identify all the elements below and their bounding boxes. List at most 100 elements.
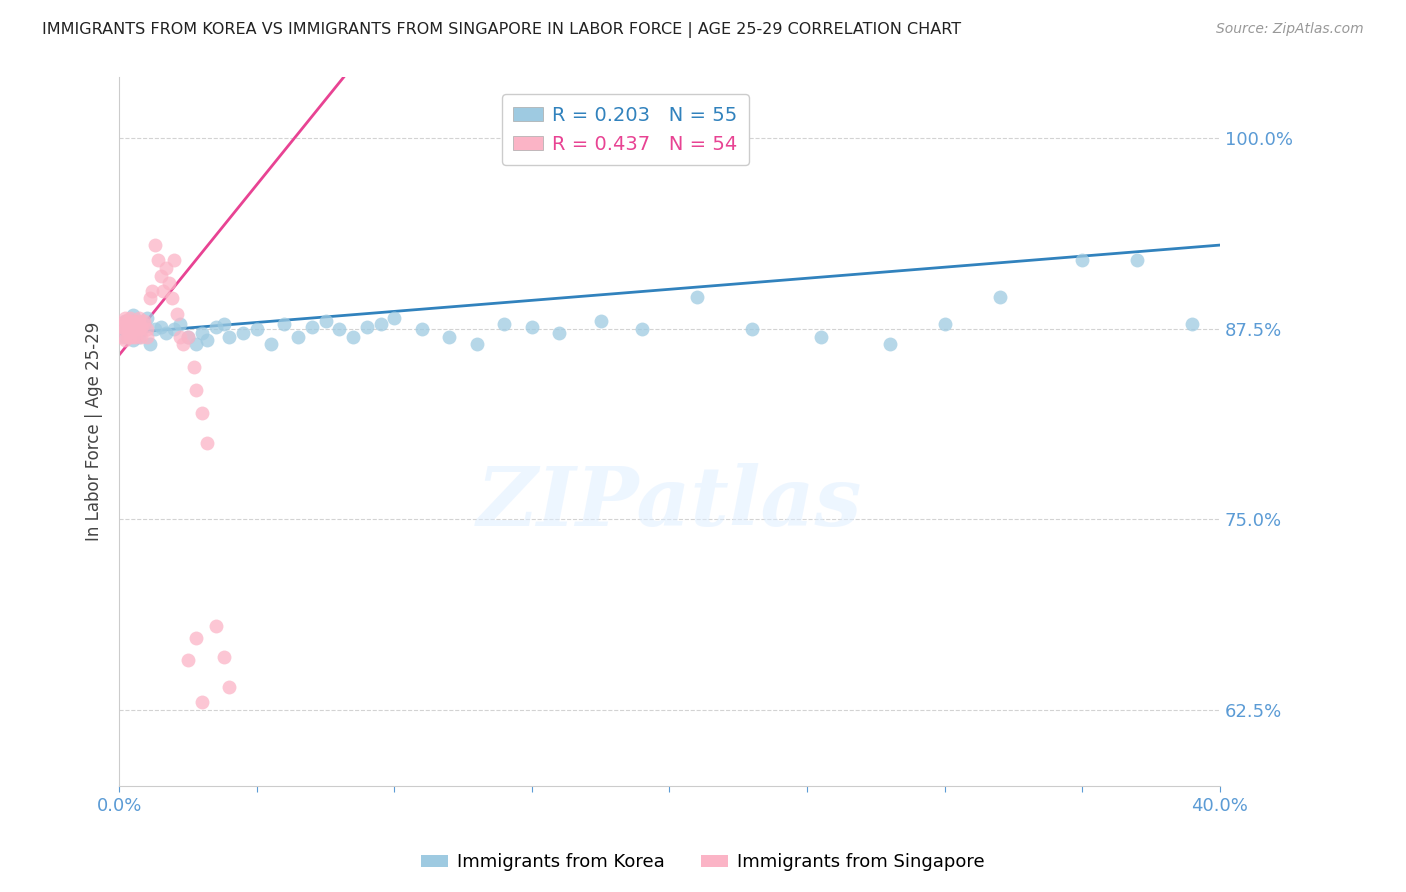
Point [129,320,152,334]
Point [494,318,516,332]
Point [125,320,148,334]
Point [111,320,134,334]
Point [120,320,142,334]
Point [465,337,488,351]
Point [195,436,218,450]
Point [218,329,240,343]
Point [125,329,148,343]
Point [879,337,901,351]
Point [988,290,1011,304]
Point [166,307,188,321]
Point [114,322,136,336]
Point [163,253,186,268]
Text: ZIPatlas: ZIPatlas [477,463,862,542]
Point [384,311,406,326]
Point [135,329,157,343]
Legend: R = 0.203   N = 55, R = 0.437   N = 54: R = 0.203 N = 55, R = 0.437 N = 54 [502,95,749,165]
Point [172,337,194,351]
Y-axis label: In Labor Force | Age 25-29: In Labor Force | Age 25-29 [86,322,103,541]
Point [128,329,150,343]
Point [157,276,180,290]
Point [212,318,235,332]
Point [135,322,157,336]
Point [548,326,571,341]
Point [114,329,136,343]
Point [122,308,145,322]
Point [122,318,145,332]
Point [191,695,214,709]
Point [141,284,163,298]
Point [186,383,208,397]
Point [204,619,226,633]
Point [287,329,309,343]
Point [146,253,169,268]
Point [1071,253,1094,268]
Point [138,337,160,351]
Point [212,649,235,664]
Point [120,322,142,336]
Point [117,326,139,341]
Point [177,329,200,343]
Point [129,329,152,343]
Point [169,318,191,332]
Point [686,290,709,304]
Point [117,329,139,343]
Point [149,320,172,334]
Point [117,322,139,336]
Text: IMMIGRANTS FROM KOREA VS IMMIGRANTS FROM SINGAPORE IN LABOR FORCE | AGE 25-29 CO: IMMIGRANTS FROM KOREA VS IMMIGRANTS FROM… [42,22,962,38]
Point [169,329,191,343]
Point [328,322,350,336]
Point [155,260,177,275]
Point [204,320,226,334]
Point [232,326,254,341]
Legend: Immigrants from Korea, Immigrants from Singapore: Immigrants from Korea, Immigrants from S… [413,847,993,879]
Point [342,329,364,343]
Point [128,322,150,336]
Point [246,322,269,336]
Point [186,632,208,646]
Point [370,318,392,332]
Point [114,333,136,347]
Point [132,314,155,328]
Point [439,329,461,343]
Point [152,284,174,298]
Point [114,314,136,328]
Point [191,406,214,420]
Point [122,333,145,347]
Point [160,292,183,306]
Point [191,326,214,341]
Point [120,311,142,326]
Point [125,320,148,334]
Point [810,329,832,343]
Point [589,314,612,328]
Point [411,322,433,336]
Point [111,318,134,332]
Point [1126,253,1149,268]
Point [129,323,152,337]
Point [177,653,200,667]
Point [132,318,155,332]
Point [117,318,139,332]
Point [934,318,956,332]
Point [163,322,186,336]
Point [132,318,155,332]
Text: Source: ZipAtlas.com: Source: ZipAtlas.com [1216,22,1364,37]
Point [259,337,281,351]
Point [741,322,763,336]
Point [122,314,145,328]
Point [315,314,337,328]
Point [356,320,378,334]
Point [122,322,145,336]
Point [114,311,136,326]
Point [631,322,654,336]
Point [143,238,166,252]
Point [128,311,150,326]
Point [186,337,208,351]
Point [1181,318,1204,332]
Point [218,680,240,694]
Point [149,268,172,283]
Point [195,333,218,347]
Point [520,320,543,334]
Point [120,329,142,343]
Point [273,318,295,332]
